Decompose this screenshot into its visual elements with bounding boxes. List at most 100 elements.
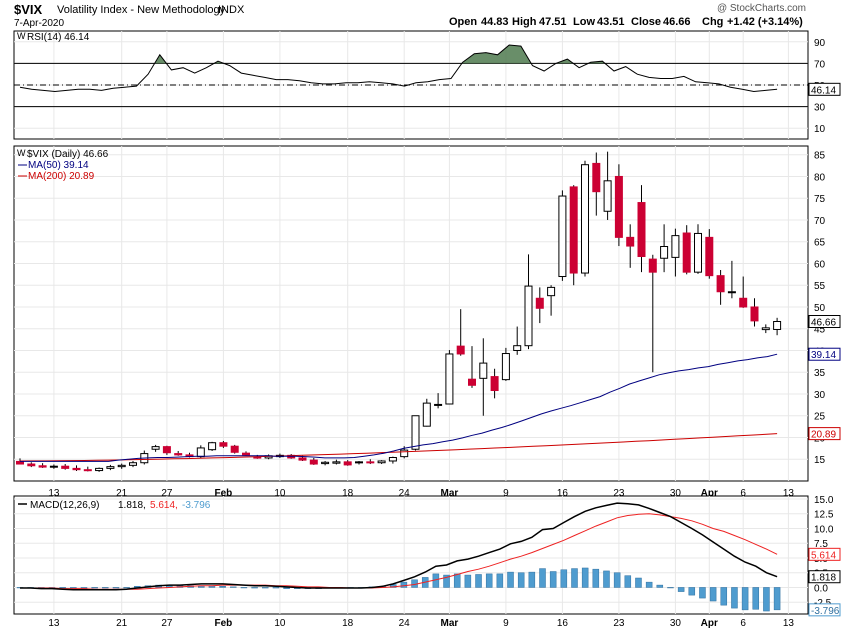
candle-up: [694, 232, 702, 273]
histogram-bar: [517, 572, 525, 588]
candle-up: [671, 235, 680, 258]
x-tick-label: Apr: [701, 618, 718, 629]
x-tick-label: 13: [783, 488, 795, 499]
candle-up: [513, 345, 522, 351]
candle-down: [343, 461, 352, 466]
candle-down: [535, 297, 544, 309]
candle-up: [581, 164, 589, 274]
candle-down: [309, 459, 318, 465]
y-tick-label: 0.0: [814, 583, 828, 594]
chart-date: 7-Apr-2020: [14, 18, 64, 29]
candle-up: [196, 447, 205, 458]
candle-up: [773, 321, 782, 330]
histogram-bar: [688, 587, 696, 596]
candle-down: [637, 202, 646, 258]
x-tick-label: 13: [783, 618, 795, 629]
histogram-bar: [720, 587, 728, 606]
value-tag-text: 39.14: [811, 350, 836, 361]
x-tick-label: 23: [613, 618, 625, 629]
candle-up: [547, 286, 556, 297]
high-label: High: [512, 16, 537, 28]
y-tick-label: 70: [814, 216, 826, 227]
chg-value: +1.42 (+3.14%): [727, 16, 803, 28]
candle-up: [106, 466, 115, 469]
histogram-bar: [709, 587, 717, 602]
candle-up: [422, 402, 431, 427]
macd-signal-line: [20, 513, 778, 590]
candle-down: [83, 469, 92, 472]
price-legend: W $VIX (Daily) 46.66 MA(50) 39.14 MA(200…: [17, 148, 109, 182]
low-value: 43.51: [597, 16, 625, 28]
chart-name: Volatility Index - New Methodology: [57, 4, 226, 16]
histogram-bar: [571, 568, 578, 588]
candle-up: [524, 285, 533, 347]
rsi-panel: 9070503010 W RSI(14) 46.14 46.14: [13, 30, 841, 140]
open-label: Open: [449, 16, 477, 28]
histogram-bar: [91, 587, 98, 589]
histogram-bar: [123, 587, 130, 589]
rsi-legend-label: RSI(14) 46.14: [27, 32, 90, 43]
macd-legend: MACD(12,26,9) 1.818, 5.614, -3.796: [18, 500, 211, 511]
y-tick-label: 7.5: [814, 539, 828, 550]
y-tick-label: 12.5: [814, 510, 834, 521]
x-tick-label: 27: [161, 488, 173, 499]
candle-up: [445, 353, 454, 405]
histogram-bar: [507, 571, 514, 588]
candle-up: [400, 449, 409, 458]
y-tick-label: 35: [814, 368, 826, 379]
candle-up: [321, 461, 330, 465]
value-tag-box: [808, 570, 841, 584]
x-tick-label: 10: [274, 488, 286, 499]
candle-down: [716, 275, 725, 293]
histogram-bar: [59, 587, 66, 589]
candle-down: [739, 297, 748, 308]
candle-up: [660, 246, 669, 259]
stockcharts-watermark: @ StockCharts.com: [717, 3, 806, 14]
candle-down: [682, 232, 691, 273]
x-tick-label: Feb: [215, 488, 233, 499]
x-tick-label: 16: [557, 488, 569, 499]
x-tick-label: 27: [161, 618, 173, 629]
macd-line: [20, 502, 778, 591]
histogram-bar: [581, 567, 589, 588]
candle-up: [208, 442, 217, 451]
y-tick-label: 10.0: [814, 524, 834, 535]
x-tick-label: 16: [557, 618, 569, 629]
macd-signal-legend-value: 5.614,: [150, 500, 178, 511]
candle-down: [61, 465, 70, 469]
value-tag-text: -3.796: [811, 606, 840, 617]
x-tick-label: Mar: [441, 488, 459, 499]
candle-down: [490, 376, 499, 392]
macd-legend-label: MACD(12,26,9): [30, 500, 99, 511]
rsi-fill-area: [461, 45, 532, 64]
rsi-value-tag: 46.14: [808, 82, 841, 96]
candle-up: [501, 353, 510, 381]
chart-symbol: $VIX: [14, 2, 43, 17]
candle-up: [479, 362, 488, 379]
x-tick-label: 13: [48, 618, 60, 629]
histogram-bar: [443, 574, 450, 588]
price-grid: [14, 146, 808, 481]
value-tag-box: [808, 603, 841, 617]
histogram-bar: [656, 584, 664, 588]
macd-legend-value: 1.818,: [118, 500, 146, 511]
y-tick-label: 90: [814, 38, 826, 49]
histogram-bar: [102, 587, 109, 589]
rsi-fill-area: [154, 54, 167, 64]
histogram-bar: [464, 574, 472, 588]
y-tick-label: 45: [814, 325, 826, 336]
histogram-bar: [539, 568, 546, 588]
x-tick-label: 24: [399, 618, 411, 629]
candle-up: [603, 180, 612, 212]
y-tick-label: 50: [814, 303, 826, 314]
x-tick-label: Feb: [215, 618, 233, 629]
candle-up: [49, 465, 58, 468]
price-y-axis: 858075706560555045403530252015: [814, 151, 826, 467]
y-tick-label: 75: [814, 194, 826, 205]
macd-value-tags: 5.614 1.818 -3.796: [808, 547, 841, 617]
value-tag-box: [808, 427, 841, 441]
chg-label: Chg: [702, 16, 723, 28]
price-panel-frame: [13, 145, 809, 482]
candle-down: [298, 457, 307, 461]
